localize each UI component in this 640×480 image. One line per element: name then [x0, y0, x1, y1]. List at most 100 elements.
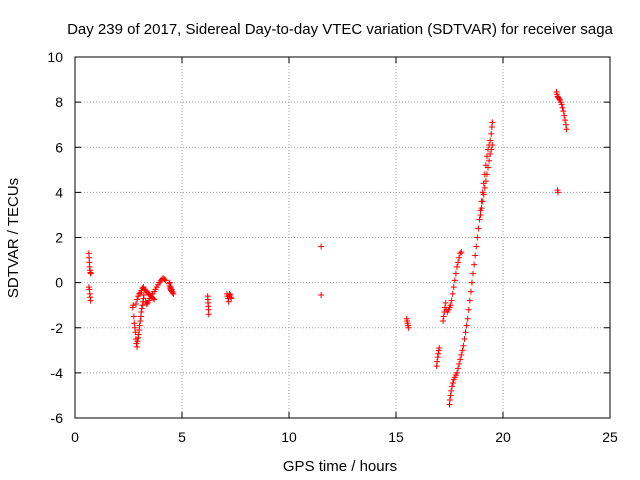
y-tick-label: 8 [55, 94, 63, 110]
data-point [87, 270, 94, 277]
data-point [449, 290, 456, 297]
data-point [452, 270, 459, 277]
y-tick-label: 2 [55, 230, 63, 246]
data-point [459, 347, 466, 354]
data-point [468, 279, 475, 286]
data-point [460, 342, 467, 349]
data-point [487, 151, 494, 158]
chart-title: Day 239 of 2017, Sidereal Day-to-day VTE… [67, 21, 613, 38]
data-point [442, 299, 449, 306]
data-point [134, 296, 141, 303]
data-point [465, 306, 472, 313]
data-point [436, 345, 443, 352]
data-point [138, 305, 145, 312]
data-point [135, 331, 142, 338]
data-point [453, 369, 460, 376]
data-point [435, 350, 442, 357]
data-point [134, 343, 141, 350]
data-point [463, 322, 470, 329]
data-point [140, 292, 147, 299]
data-point [226, 290, 233, 297]
data-point [458, 351, 465, 358]
data-point [450, 284, 457, 291]
y-tick-label: -2 [51, 320, 64, 336]
y-tick-label: 0 [55, 275, 63, 291]
data-point [488, 130, 495, 137]
data-point [462, 329, 469, 336]
data-point [449, 383, 456, 390]
y-tick-label: -4 [51, 365, 64, 381]
data-point [489, 119, 496, 126]
data-point [225, 298, 232, 305]
x-tick-label: 10 [281, 429, 297, 445]
data-point [472, 252, 479, 259]
data-point [560, 108, 567, 115]
data-point [151, 296, 158, 303]
data-point [487, 137, 494, 144]
data-point [562, 117, 569, 124]
data-point [440, 313, 447, 320]
data-point [136, 290, 143, 297]
x-tick-label: 25 [602, 429, 618, 445]
data-point [440, 317, 447, 324]
data-point [481, 184, 488, 191]
x-tick-label: 0 [71, 429, 79, 445]
data-point [556, 95, 563, 102]
data-point [137, 317, 144, 324]
data-point [318, 292, 325, 299]
data-point [561, 112, 568, 119]
grid [75, 57, 610, 418]
data-point [456, 254, 463, 261]
data-point [130, 313, 137, 320]
data-point [143, 301, 150, 308]
data-point [558, 101, 565, 108]
x-tick-label: 20 [495, 429, 511, 445]
data-point [136, 322, 143, 329]
data-point [446, 396, 453, 403]
data-point [434, 358, 441, 365]
data-points [85, 88, 570, 408]
data-point [132, 301, 139, 308]
data-point [471, 261, 478, 268]
data-point [466, 297, 473, 304]
data-point [479, 198, 486, 205]
data-point [475, 225, 482, 232]
y-tick-label: 6 [55, 139, 63, 155]
data-point [485, 164, 492, 171]
data-point [447, 392, 454, 399]
data-point [451, 277, 458, 284]
data-point [483, 171, 490, 178]
data-point [453, 263, 460, 270]
data-point [139, 302, 146, 309]
data-point [455, 365, 462, 372]
data-point [489, 141, 496, 148]
data-point [228, 295, 235, 302]
data-point [563, 126, 570, 133]
data-point [478, 205, 485, 212]
data-point [318, 243, 325, 250]
data-point [449, 380, 456, 387]
data-point [170, 290, 177, 297]
data-point [131, 320, 138, 327]
y-tick-label: -6 [51, 410, 64, 426]
data-point [461, 336, 468, 343]
data-point [464, 315, 471, 322]
data-point [457, 250, 464, 257]
data-point [473, 243, 480, 250]
data-point [559, 104, 566, 111]
data-point [486, 157, 493, 164]
data-point [554, 189, 561, 196]
data-point [458, 249, 465, 256]
y-tick-label: 10 [47, 49, 63, 65]
data-point [87, 297, 94, 304]
x-axis-label: GPS time / hours [283, 458, 397, 475]
data-point [488, 146, 495, 153]
data-point [456, 360, 463, 367]
data-point [161, 276, 168, 283]
x-tick-label: 15 [388, 429, 404, 445]
data-point [482, 178, 489, 185]
data-point [455, 259, 462, 266]
data-point [169, 289, 176, 296]
data-point [166, 279, 173, 286]
